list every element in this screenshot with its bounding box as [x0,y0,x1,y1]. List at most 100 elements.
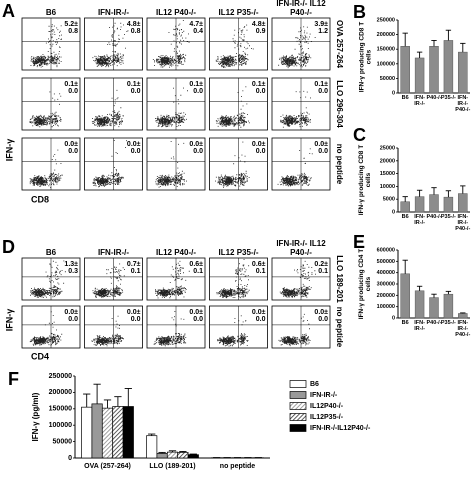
flow-dots [216,259,250,299]
flow-dots [215,141,250,188]
error-bar [124,388,132,407]
flow-dots [155,141,187,188]
y-tick-label: 500000 [377,259,395,265]
error-bar [402,196,408,202]
stat-percent: 4.8± [252,21,266,28]
stat-sd: 0.1 [193,268,203,275]
x-tick-label: P40-/- [426,214,442,220]
column-header: IFN-IR-/- [97,247,130,257]
stat-sd: 0.0 [131,88,141,95]
flow-dots [92,22,129,68]
stat-percent: 0.0± [127,141,141,148]
legend-swatch [289,380,307,388]
legend-swatch [289,402,307,410]
stat-sd: 0.0 [318,148,328,155]
row-label: no peptide [335,144,344,185]
x-tick-label: IFN-IR-/- [414,95,425,107]
stat-percent: 0.1± [189,81,203,88]
row-label: LLO 189-201 [335,255,344,303]
error-bar [114,396,122,407]
column-header: IL12 P35-/- [218,247,259,257]
y-tick-label: 0 [392,315,395,321]
row-label: no peptide [335,307,344,348]
error-bar [431,39,437,47]
y-tick-label: 10000 [380,184,395,190]
stat-percent: 0.6± [252,261,266,268]
error-bar [83,393,91,408]
stat-sd: 0.0 [318,88,328,95]
y-tick-label: 15000 [380,171,395,177]
legend-label: B6 [310,381,319,388]
x-tick-label: LLO (189-201) [149,463,196,470]
panel-letter: A [2,1,15,21]
panel-letter: C [353,125,366,145]
stat-percent: 0.0± [314,141,328,148]
flow-dots [152,20,190,68]
stat-percent: 0.7± [127,261,141,268]
stat-sd: 0.9 [256,28,266,35]
flow-dots [215,24,254,68]
stat-sd: 0.0 [193,316,203,323]
flow-dots [29,311,63,346]
flow-dots [92,262,129,298]
error-bar [189,453,197,455]
column-header: IFN-IR-/- [97,7,130,17]
flow-dots [155,87,188,128]
y-tick-label: 100000 [49,422,72,429]
y-axis-label: IFN-γ producing CD8 T cells [358,21,372,92]
stat-percent: 0.0± [189,309,203,316]
error-bar [402,32,408,47]
legend-label: IFN-IR-/- [310,392,338,399]
stat-percent: 0.6± [189,261,203,268]
y-tick-label: 200000 [49,389,72,396]
y-tick-label: 600000 [377,247,395,253]
flow-dots [279,260,316,298]
flow-dots [280,90,311,128]
error-bar [431,293,437,298]
flow-dots [91,315,124,347]
column-header: IL12 P35-/- [218,7,259,17]
y-tick-label: 0 [392,209,395,215]
y-axis-label: IFN-γ producing CD8 T cells [358,144,372,216]
stat-percent: 4.8± [127,21,141,28]
x-tick-label: P35-/- [440,95,456,101]
flow-dots [155,260,190,299]
y-tick-label: 100000 [377,61,395,67]
column-header: B6 [45,7,57,17]
flow-dots [92,140,127,188]
stat-sd: 1.2 [318,28,328,35]
error-bar [148,433,156,436]
y-tick-label: 0 [68,455,72,462]
flow-dots [153,311,187,347]
stat-percent: 0.0± [314,309,328,316]
stat-sd: 0.0 [131,316,141,323]
y-tick-label: 20000 [380,158,395,164]
error-bar [416,189,423,197]
stat-sd: 0.0 [193,148,203,155]
column-header: IFN-IR-/- IL12 P40-/- [276,239,326,257]
stat-sd: 0.8 [68,28,78,35]
legend-label: IFN-IR-/-IL12P40-/- [310,425,371,432]
error-bar [460,312,466,314]
y-axis-label: IFN-γ producing CD4 T cells [358,248,372,320]
row-label: OVA 257-264 [335,20,344,69]
x-tick-label: P40-/- [426,320,442,326]
column-header: IL12 P40-/- [155,7,196,17]
y-tick-label: 250000 [377,17,395,23]
stat-percent: 0.0± [64,309,78,316]
stat-percent: 0.0± [127,309,141,316]
x-tick-label: B6 [401,320,409,326]
stat-percent: 0.0± [64,141,78,148]
legend-swatch [289,424,307,432]
x-tick-label: IFN-IR-/- [414,320,425,332]
stat-percent: 0.0± [252,141,266,148]
y-tick-label: 250000 [49,373,72,380]
flow-dots [29,149,63,188]
error-bar [158,451,166,454]
x-tick-label: IFN-IR-/- [414,214,425,226]
stat-percent: 0.1± [127,81,141,88]
flow-dots [30,24,62,68]
x-tick-label: no peptide [219,463,256,470]
